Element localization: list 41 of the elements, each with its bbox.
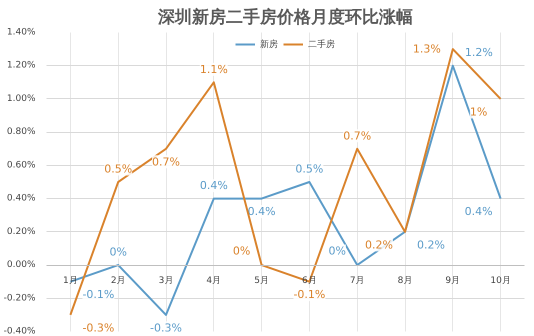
data-label: 0.2% — [365, 238, 393, 252]
data-label: -0.3% — [82, 321, 114, 334]
data-label: 0% — [328, 244, 346, 258]
data-label: 0.7% — [152, 155, 180, 168]
x-tick-label: 2月 — [110, 276, 126, 286]
y-tick-label: -0.20% — [4, 293, 36, 304]
x-tick-label: 5月 — [254, 276, 269, 286]
data-label: 1.2% — [464, 46, 493, 60]
data-label: 1% — [470, 105, 488, 118]
y-tick-label: 0.60% — [6, 160, 36, 170]
data-label: 0.5% — [295, 162, 324, 176]
data-label: 0% — [109, 246, 127, 259]
y-tick-label: 1.40% — [6, 28, 36, 38]
x-tick-label: 8月 — [398, 276, 412, 286]
y-tick-label: 1.20% — [6, 60, 36, 71]
data-label: 1.1% — [200, 62, 228, 76]
data-label: 0.4% — [248, 205, 276, 218]
y-tick-label: -0.40% — [4, 326, 36, 336]
x-tick-label: 10月 — [490, 276, 511, 286]
data-label: 0.7% — [343, 129, 372, 142]
data-label: 0.4% — [464, 205, 493, 218]
data-label: 0% — [232, 244, 250, 258]
y-tick-label: 1.00% — [6, 94, 36, 104]
chart-title: 深圳新房二手房价格月度环比涨幅 — [157, 8, 413, 28]
x-tick-label: 3月 — [158, 276, 174, 286]
x-tick-label: 7月 — [350, 276, 365, 286]
y-tick-label: 0.80% — [6, 127, 36, 138]
legend-label: 新房 — [260, 38, 279, 50]
data-label: 0.5% — [104, 162, 132, 176]
y-tick-label: 0.40% — [6, 194, 36, 204]
data-label: -0.1% — [82, 288, 114, 302]
data-label: -0.1% — [293, 288, 326, 302]
data-label: -0.3% — [150, 321, 182, 334]
y-tick-label: 0.20% — [6, 226, 36, 237]
x-tick-label: 9月 — [445, 276, 460, 286]
legend-label: 二手房 — [308, 38, 335, 50]
x-tick-label: 4月 — [206, 276, 222, 286]
data-label: 0.4% — [200, 179, 228, 192]
data-label: 1.3% — [412, 42, 441, 56]
y-tick-label: 0.00% — [6, 260, 36, 270]
data-label: 0.2% — [417, 238, 445, 252]
